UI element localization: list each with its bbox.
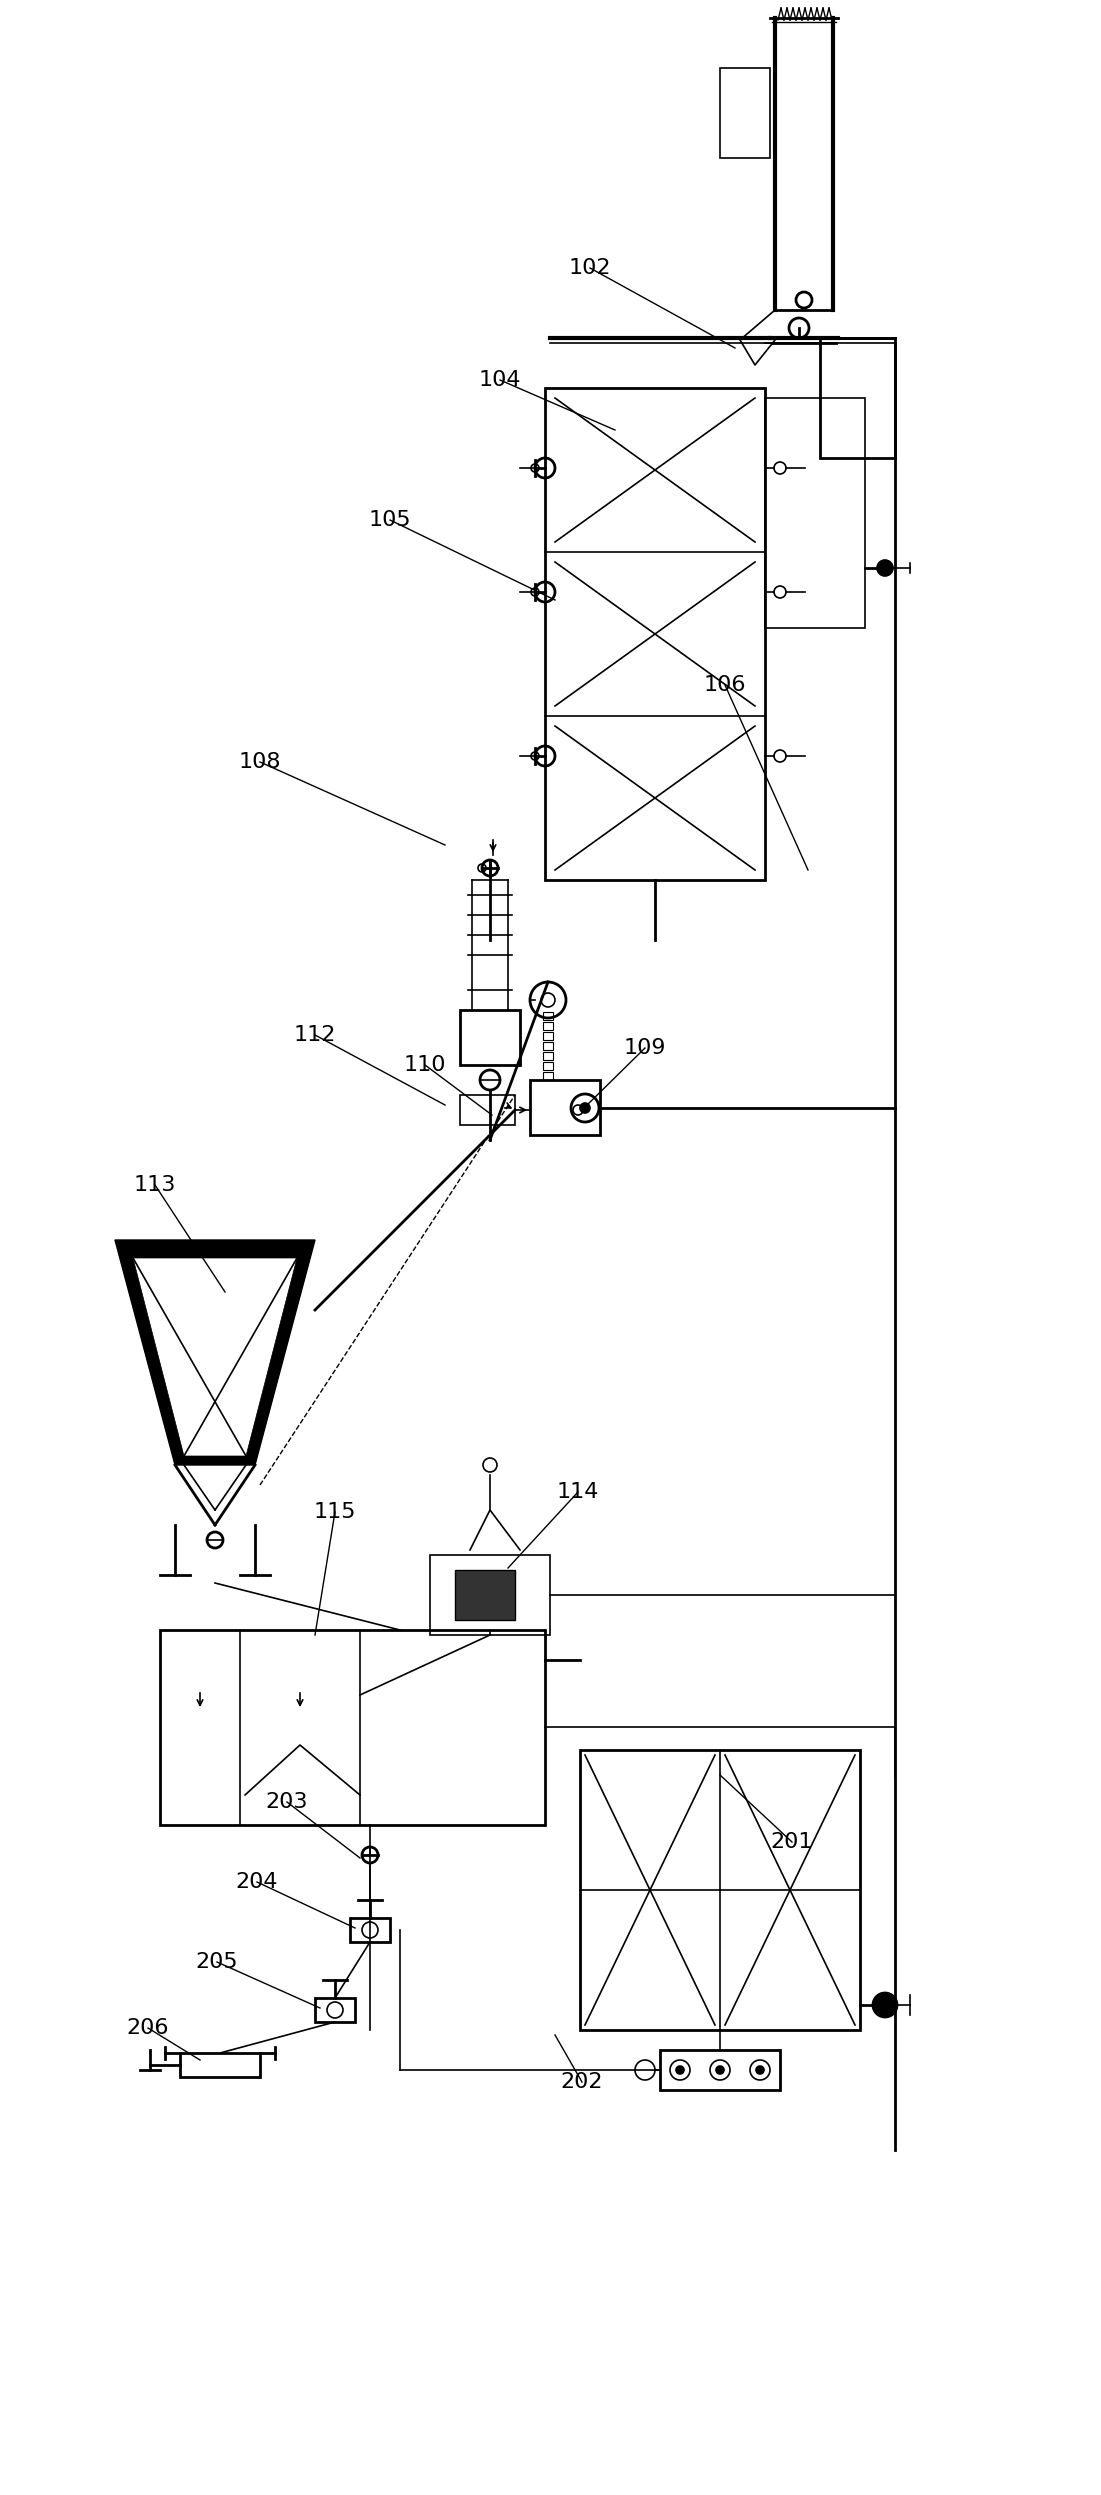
Bar: [543, 1033, 553, 1040]
Bar: [430, 1554, 550, 1634]
Bar: [460, 1095, 515, 1125]
Bar: [543, 1043, 553, 1050]
Bar: [720, 67, 770, 157]
Bar: [543, 1063, 553, 1070]
Bar: [543, 1023, 553, 1030]
Text: 204: 204: [236, 1871, 279, 1891]
Polygon shape: [455, 1569, 515, 1619]
Polygon shape: [133, 1257, 297, 1457]
Text: 115: 115: [314, 1502, 357, 1522]
Bar: [160, 1629, 545, 1824]
Bar: [580, 1749, 860, 2031]
Text: 113: 113: [134, 1175, 176, 1195]
Bar: [543, 1013, 553, 1020]
Bar: [765, 399, 865, 629]
Bar: [659, 2051, 780, 2091]
Bar: [543, 1073, 553, 1080]
Bar: [460, 1010, 520, 1065]
Circle shape: [580, 1103, 590, 1113]
Circle shape: [756, 2066, 764, 2073]
Text: 102: 102: [569, 257, 611, 277]
Text: 202: 202: [560, 2071, 603, 2091]
Text: 112: 112: [294, 1025, 336, 1045]
Text: 110: 110: [404, 1055, 446, 1075]
Bar: [315, 1998, 355, 2021]
Text: 105: 105: [369, 509, 412, 529]
Circle shape: [877, 559, 893, 576]
Circle shape: [676, 2066, 684, 2073]
Text: 104: 104: [479, 369, 521, 389]
Text: 114: 114: [557, 1482, 599, 1502]
Text: 203: 203: [265, 1791, 308, 1811]
Bar: [179, 2053, 260, 2076]
Text: 108: 108: [239, 751, 281, 771]
Text: 109: 109: [624, 1038, 666, 1058]
Bar: [543, 1053, 553, 1060]
Bar: [545, 389, 765, 881]
Bar: [350, 1919, 390, 1941]
Text: 106: 106: [704, 676, 746, 696]
Text: 206: 206: [127, 2018, 170, 2038]
Circle shape: [716, 2066, 724, 2073]
Polygon shape: [115, 1240, 315, 1465]
Bar: [820, 337, 895, 459]
Text: 205: 205: [196, 1951, 238, 1971]
Bar: [530, 1080, 600, 1135]
Circle shape: [873, 1994, 897, 2016]
Text: 201: 201: [771, 1831, 814, 1851]
